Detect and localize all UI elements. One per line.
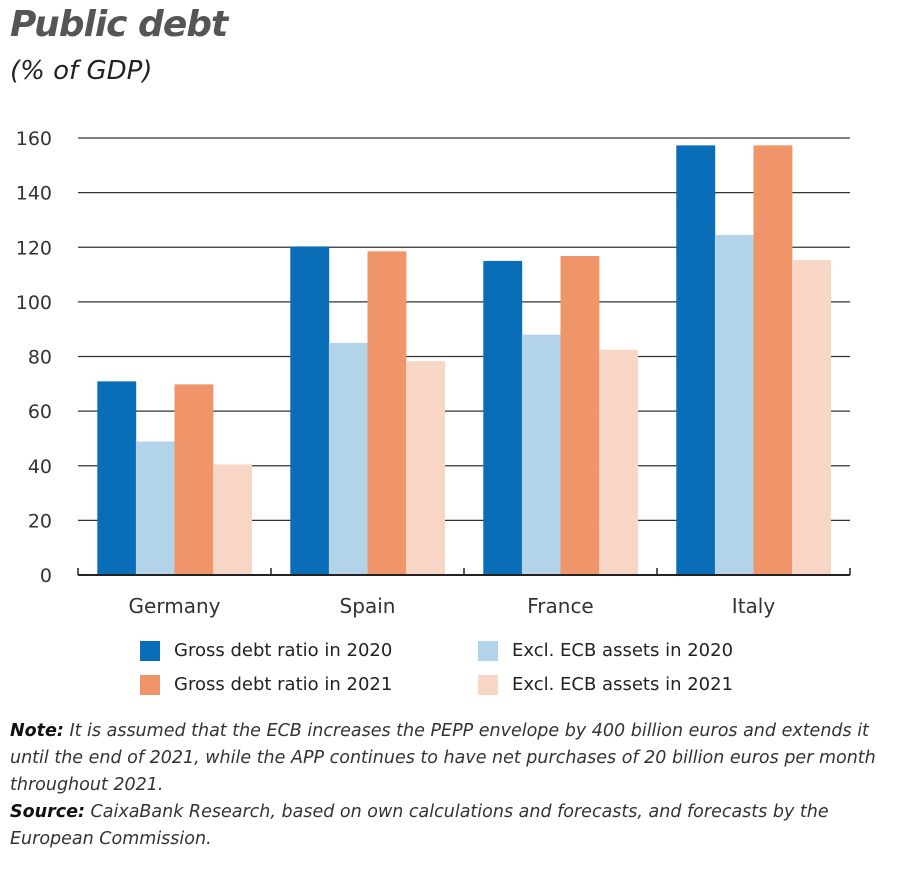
note: Note: It is assumed that the ECB increas… xyxy=(10,718,890,799)
legend-label: Gross debt ratio in 2021 xyxy=(174,674,393,695)
bar-germany-2 xyxy=(174,384,214,575)
legend-item-excl-2020: Excl. ECB assets in 2020 xyxy=(478,640,733,661)
legend-item-gross-2020: Gross debt ratio in 2020 xyxy=(140,640,392,661)
bar-germany-1 xyxy=(135,441,175,575)
x-tick-label: France xyxy=(527,594,594,618)
x-tick-label: Italy xyxy=(732,594,776,618)
y-tick-label: 80 xyxy=(28,347,52,369)
legend-label: Gross debt ratio in 2020 xyxy=(174,640,393,661)
legend-item-excl-2021: Excl. ECB assets in 2021 xyxy=(478,674,733,695)
bar-spain-2 xyxy=(367,251,407,576)
bar-italy-2 xyxy=(753,145,793,575)
chart-subtitle: (% of GDP) xyxy=(10,56,153,86)
footnotes: Note: It is assumed that the ECB increas… xyxy=(10,718,890,853)
y-tick-label: 100 xyxy=(16,292,52,314)
bar-italy-3 xyxy=(792,260,831,575)
bar-spain-3 xyxy=(406,361,445,575)
legend-item-gross-2021: Gross debt ratio in 2021 xyxy=(140,674,392,695)
legend-swatch xyxy=(478,640,498,661)
y-tick-label: 60 xyxy=(28,401,52,423)
y-tick-label: 140 xyxy=(16,183,52,205)
bar-spain-1 xyxy=(328,342,368,575)
bar-france-2 xyxy=(560,255,600,576)
legend-swatch xyxy=(478,674,498,695)
bar-france-1 xyxy=(521,334,561,575)
y-axis-ticks: 0 20 40 60 80 100 120 140 160 xyxy=(16,128,52,587)
bar-spain-0 xyxy=(290,246,330,576)
legend-label: Excl. ECB assets in 2020 xyxy=(512,640,734,661)
x-tick-label: Germany xyxy=(129,594,221,618)
bar-france-0 xyxy=(483,260,523,575)
y-tick-label: 120 xyxy=(16,237,52,259)
legend-swatch xyxy=(140,674,160,695)
bars xyxy=(97,145,831,576)
y-tick-label: 40 xyxy=(28,456,52,478)
y-tick-label: 20 xyxy=(28,510,52,532)
source: Source: CaixaBank Research, based on own… xyxy=(10,799,890,853)
legend-swatch xyxy=(140,640,160,661)
x-tick-label: Spain xyxy=(340,594,396,618)
source-text: CaixaBank Research, based on own calcula… xyxy=(10,802,829,849)
note-text: It is assumed that the ECB increases the… xyxy=(10,721,876,795)
bar-italy-1 xyxy=(714,234,754,575)
x-axis xyxy=(77,568,851,576)
chart-title: Public debt xyxy=(10,4,228,45)
bar-germany-0 xyxy=(97,381,137,575)
note-label: Note: xyxy=(10,721,64,741)
bar-italy-0 xyxy=(676,145,716,575)
bar-chart: 0 20 40 60 80 100 120 140 160 Germany Spain France… xyxy=(16,128,851,618)
x-axis-labels: Germany Spain France Italy xyxy=(129,594,776,618)
bar-germany-3 xyxy=(213,464,252,575)
bar-france-3 xyxy=(599,349,638,575)
legend-label: Excl. ECB assets in 2021 xyxy=(512,674,734,695)
y-tick-label: 0 xyxy=(40,565,52,587)
y-tick-label: 160 xyxy=(16,128,52,150)
source-label: Source: xyxy=(10,802,85,822)
